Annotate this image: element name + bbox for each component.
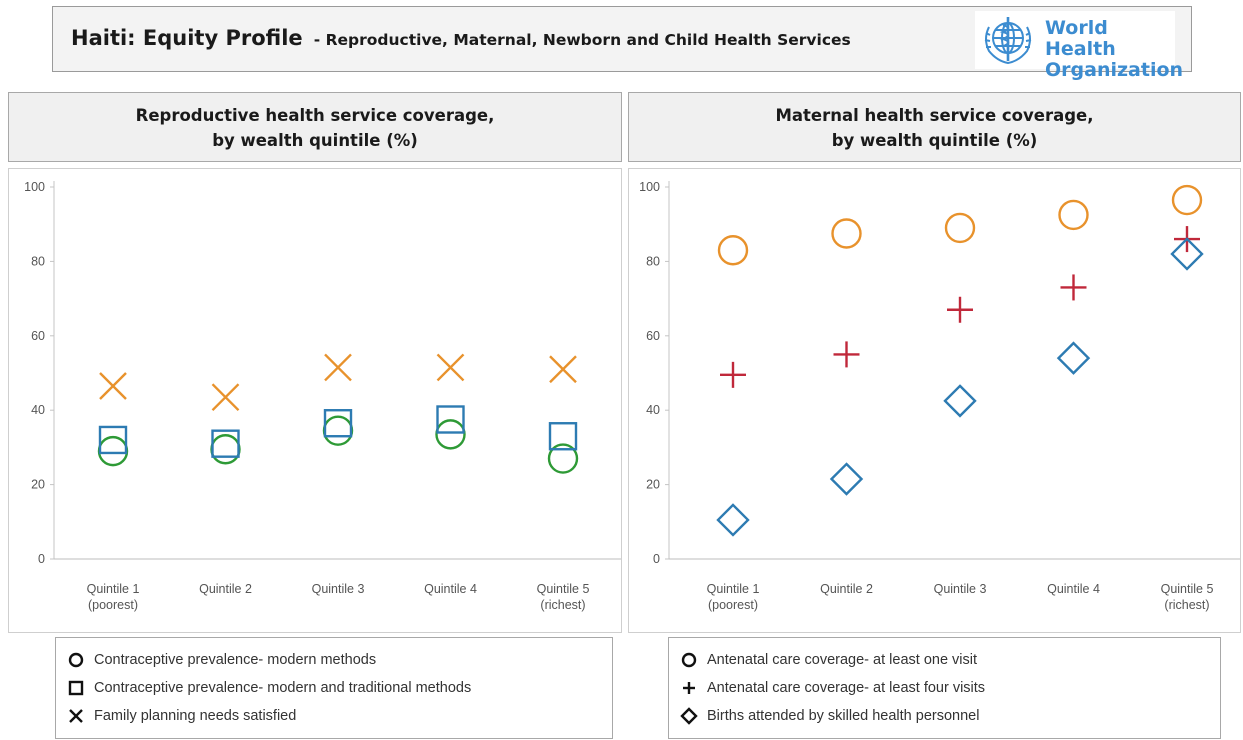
- left-panel-title: Reproductive health service coverage, by…: [8, 92, 622, 162]
- legend-marker: [683, 682, 695, 694]
- data-point-diamond: [716, 503, 750, 537]
- data-point-diamond: [1170, 237, 1204, 271]
- left-legend: Contraceptive prevalence- modern methods…: [55, 637, 613, 739]
- data-point-circle: [547, 443, 579, 474]
- x-category-label: Quintile 2: [199, 582, 252, 596]
- data-point-cross: [947, 296, 973, 323]
- data-point-cross: [833, 341, 860, 368]
- y-tick-label: 80: [31, 254, 45, 268]
- legend-item: Contraceptive prevalence- modern and tra…: [66, 674, 612, 702]
- legend-label: Family planning needs satisfied: [94, 708, 297, 724]
- legend-label: Births attended by skilled health person…: [707, 708, 980, 724]
- legend-marker: [68, 680, 84, 696]
- legend-label: Antenatal care coverage- at least one vi…: [707, 652, 978, 668]
- x-category-label: Quintile 4: [424, 582, 477, 596]
- who-emblem-icon: [984, 17, 1032, 65]
- data-point-circle: [1171, 184, 1203, 216]
- page-title: Haiti: Equity Profile - Reproductive, Ma…: [71, 26, 851, 50]
- x-category-label: Quintile 5 (richest): [1161, 582, 1214, 612]
- legend-cross-icon: [683, 682, 695, 694]
- legend-marker: [68, 652, 84, 668]
- legend-circle-icon: [681, 652, 697, 668]
- legend-marker: [69, 709, 83, 723]
- right-chart-area: 0 20 40 60 80 100 Quintile 1 (poorest) Quintile …: [628, 168, 1241, 633]
- legend-label: Antenatal care coverage- at least four v…: [707, 680, 986, 696]
- legend-square-icon: [68, 680, 84, 696]
- legend-item: Contraceptive prevalence- modern methods: [66, 646, 612, 674]
- header-banner: Haiti: Equity Profile - Reproductive, Ma…: [52, 6, 1192, 81]
- right-legend: Antenatal care coverage- at least one vi…: [668, 637, 1221, 739]
- x-category-label: Quintile 4: [1047, 582, 1100, 596]
- right-scatter-chart: 0 20 40 60 80 100 Quintile 1 (poorest) Quintile …: [639, 180, 1240, 612]
- x-category-label: Quintile 3: [934, 582, 987, 596]
- left-title-line-1: Reproductive health service coverage,: [135, 106, 495, 125]
- legend-item: Antenatal care coverage- at least one vi…: [679, 646, 1220, 674]
- legend-x-icon: [69, 709, 83, 723]
- y-tick-label: 60: [646, 329, 660, 343]
- right-title-line-1: Maternal health service coverage,: [775, 106, 1094, 125]
- data-point-diamond: [943, 384, 977, 418]
- who-line-2: Organization: [1045, 59, 1184, 81]
- y-tick-label: 40: [646, 403, 660, 417]
- right-title-line-2: by wealth quintile (%): [831, 131, 1038, 150]
- data-point-cross: [720, 361, 746, 388]
- data-point-square: [436, 405, 465, 434]
- x-category-label: Quintile 1 (poorest): [87, 582, 140, 612]
- y-tick-label: 20: [646, 478, 660, 492]
- data-point-circle: [210, 434, 241, 465]
- left-title-line-2: by wealth quintile (%): [212, 131, 418, 150]
- x-category-label: Quintile 1 (poorest): [707, 582, 760, 612]
- y-tick-label: 0: [653, 552, 660, 566]
- x-category-label: Quintile 2: [820, 582, 873, 596]
- y-tick-label: 60: [31, 329, 45, 343]
- x-category-label: Quintile 5 (richest): [537, 582, 590, 612]
- data-point-circle: [322, 415, 354, 446]
- legend-marker: [681, 652, 697, 668]
- legend-diamond-icon: [680, 707, 698, 725]
- y-tick-label: 40: [31, 403, 45, 417]
- right-panel-title: Maternal health service coverage, by wea…: [628, 92, 1241, 162]
- left-scatter-chart: 0 20 40 60 80 100 Quintile 1 (poorest) Quintile …: [24, 180, 621, 612]
- country-title: Haiti: Equity Profile: [71, 26, 303, 50]
- who-line-1: World Health: [1045, 17, 1116, 60]
- data-point-cross: [1060, 274, 1087, 301]
- legend-label: Contraceptive prevalence- modern methods: [94, 652, 377, 668]
- data-point-x: [211, 383, 240, 412]
- data-point-square: [548, 422, 578, 451]
- legend-item: Antenatal care coverage- at least four v…: [679, 674, 1220, 702]
- left-chart-area: 0 20 40 60 80 100 Quintile 1 (poorest) Quintile …: [8, 168, 622, 633]
- data-point-x: [99, 372, 127, 400]
- y-tick-label: 100: [639, 180, 660, 194]
- y-tick-label: 100: [24, 180, 45, 194]
- data-point-x: [324, 353, 352, 382]
- data-point-diamond: [1056, 341, 1091, 375]
- data-point-circle: [1058, 199, 1089, 231]
- legend-item: Family planning needs satisfied: [66, 702, 612, 730]
- y-tick-label: 20: [31, 478, 45, 492]
- legend-marker: [680, 707, 698, 725]
- who-logo: World Health Organization: [975, 11, 1183, 81]
- data-point-x: [436, 353, 465, 382]
- legend-circle-icon: [68, 652, 84, 668]
- x-category-label: Quintile 3: [312, 582, 365, 596]
- legend-label: Contraceptive prevalence- modern and tra…: [94, 680, 472, 696]
- data-point-circle: [435, 419, 466, 450]
- data-point-circle: [97, 435, 129, 467]
- data-point-circle: [717, 235, 749, 266]
- data-point-circle: [944, 212, 976, 244]
- legend-item: Births attended by skilled health person…: [679, 702, 1220, 730]
- data-point-x: [549, 355, 577, 384]
- data-point-square: [98, 425, 128, 455]
- data-point-diamond: [829, 462, 864, 496]
- page-subtitle: - Reproductive, Maternal, Newborn and Ch…: [313, 31, 851, 49]
- y-tick-label: 80: [646, 254, 660, 268]
- y-tick-label: 0: [38, 552, 45, 566]
- data-point-circle: [831, 218, 862, 249]
- data-point-square: [323, 409, 353, 438]
- who-wordmark: World Health Organization: [1045, 18, 1183, 81]
- data-point-square: [211, 429, 240, 458]
